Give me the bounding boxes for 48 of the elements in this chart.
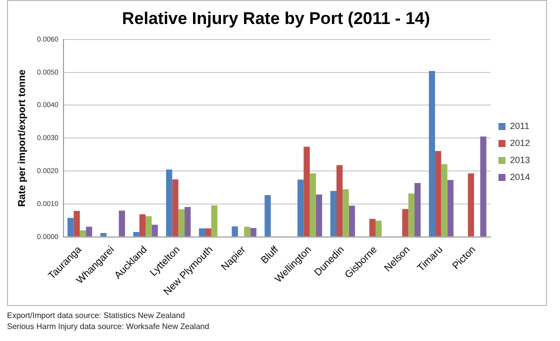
bar <box>428 71 436 236</box>
bar <box>118 210 126 236</box>
bar <box>435 151 442 236</box>
bar <box>330 190 336 236</box>
bar <box>198 228 206 236</box>
bar <box>250 228 256 236</box>
y-axis-title: Rate per import/export tonne <box>16 69 28 207</box>
bar <box>133 232 140 236</box>
bar <box>232 226 238 236</box>
bar <box>342 189 349 236</box>
legend-label: 2012 <box>510 138 530 148</box>
bar <box>100 232 107 236</box>
bar <box>205 228 212 236</box>
text: Export/Import data source: Statistics New Zealand <box>7 310 186 321</box>
chart-title: Relative Injury Rate by Port (2011 - 14) <box>122 8 430 28</box>
bar <box>336 165 343 236</box>
bar <box>447 180 454 236</box>
bar <box>310 173 316 236</box>
bar <box>152 224 158 236</box>
bar <box>244 226 250 236</box>
bar <box>146 216 152 236</box>
bar <box>369 218 376 236</box>
legend-label: 2011 <box>510 120 530 131</box>
legend-label: 2014 <box>510 172 530 182</box>
bar <box>414 182 421 236</box>
bar <box>178 209 185 236</box>
bar <box>172 179 178 236</box>
bar <box>441 164 448 236</box>
text: Serious Harm Injury data source: Worksafe New Zealand <box>7 321 210 332</box>
bar <box>304 146 310 236</box>
bar <box>166 169 172 236</box>
bar <box>80 230 86 236</box>
bar <box>86 226 92 236</box>
bar <box>264 195 271 236</box>
bar <box>74 210 80 236</box>
bar <box>402 208 408 236</box>
bar <box>68 218 74 236</box>
bar <box>211 205 218 236</box>
bar <box>139 214 146 236</box>
bar <box>184 206 191 236</box>
bar <box>348 206 355 236</box>
bar <box>316 194 322 236</box>
bar <box>376 220 382 236</box>
bar <box>408 193 415 236</box>
bar <box>297 180 304 236</box>
legend-label: 2013 <box>510 154 530 165</box>
bar <box>480 136 486 236</box>
bar <box>468 173 474 236</box>
